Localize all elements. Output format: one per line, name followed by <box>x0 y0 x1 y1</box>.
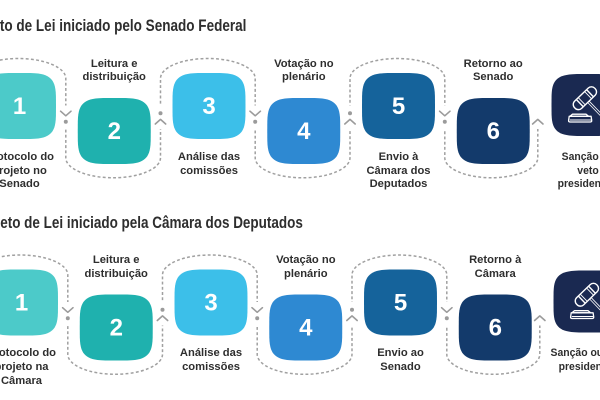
svg-text:4: 4 <box>297 118 311 145</box>
svg-text:2: 2 <box>110 315 123 342</box>
svg-text:5: 5 <box>392 93 405 120</box>
svg-text:3: 3 <box>204 290 217 317</box>
svg-text:6: 6 <box>489 315 502 342</box>
svg-text:4: 4 <box>299 315 313 342</box>
svg-text:1: 1 <box>13 93 26 120</box>
svg-text:1: 1 <box>15 290 28 317</box>
svg-text:6: 6 <box>487 118 500 145</box>
svg-text:2: 2 <box>108 118 121 145</box>
svg-text:3: 3 <box>202 93 215 120</box>
svg-text:5: 5 <box>394 290 407 317</box>
